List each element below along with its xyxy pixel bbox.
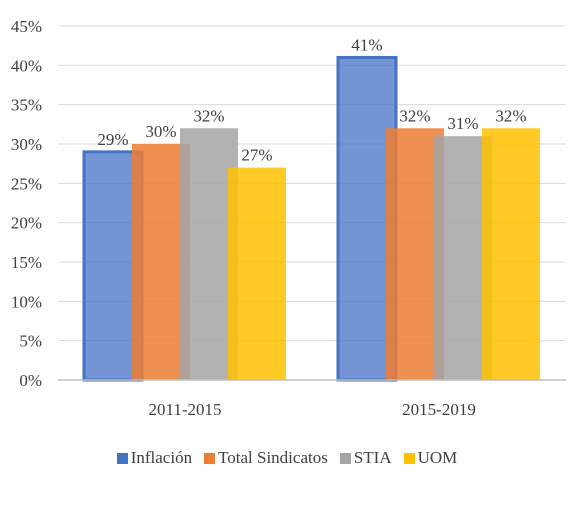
legend-swatch	[204, 452, 216, 464]
data-label: 31%	[447, 114, 478, 133]
y-tick-label: 15%	[11, 253, 42, 272]
y-tick-label: 40%	[11, 56, 42, 75]
data-label: 32%	[495, 106, 526, 125]
y-tick-label: 35%	[11, 96, 42, 115]
legend-item: STIA	[339, 448, 392, 468]
x-category-label: 2015-2019	[402, 400, 476, 419]
legend: Inflación Total Sindicatos STIA UOM	[0, 448, 574, 468]
data-label: 27%	[241, 146, 272, 165]
y-tick-label: 10%	[11, 292, 42, 311]
y-axis: 0% 5% 10% 15% 20% 25% 30% 35% 40% 45%	[11, 17, 42, 390]
y-tick-label: 20%	[11, 214, 42, 233]
data-label: 32%	[193, 106, 224, 125]
y-tick-label: 45%	[11, 17, 42, 36]
data-label: 32%	[399, 106, 430, 125]
y-tick-label: 0%	[19, 371, 42, 390]
legend-swatch	[403, 452, 415, 464]
legend-label: UOM	[417, 448, 458, 467]
legend-swatch	[339, 452, 351, 464]
y-tick-label: 5%	[19, 332, 42, 351]
legend-swatch	[116, 452, 128, 464]
legend-item: UOM	[403, 448, 458, 468]
legend-label: Total Sindicatos	[218, 448, 328, 467]
x-category-label: 2011-2015	[148, 400, 221, 419]
y-tick-label: 25%	[11, 174, 42, 193]
legend-item: Inflación	[116, 448, 193, 468]
data-labels: 29% 30% 32% 27% 41% 32% 31% 32%	[97, 35, 526, 164]
y-tick-label: 30%	[11, 135, 42, 154]
bar-chart: 0% 5% 10% 15% 20% 25% 30% 35% 40% 45% 29% 30% 32% 27…	[11, 17, 566, 419]
legend-label: Inflación	[130, 448, 193, 467]
legend-label: STIA	[353, 448, 392, 467]
data-label: 30%	[145, 122, 176, 141]
data-label: 41%	[351, 35, 382, 54]
data-label: 29%	[97, 130, 128, 149]
legend-item: Total Sindicatos	[204, 448, 328, 468]
bars	[82, 55, 540, 382]
x-axis: 2011-2015 2015-2019	[58, 379, 566, 419]
bar-uom-2011-2015	[228, 167, 286, 380]
bar-uom-2015-2019	[482, 128, 540, 380]
